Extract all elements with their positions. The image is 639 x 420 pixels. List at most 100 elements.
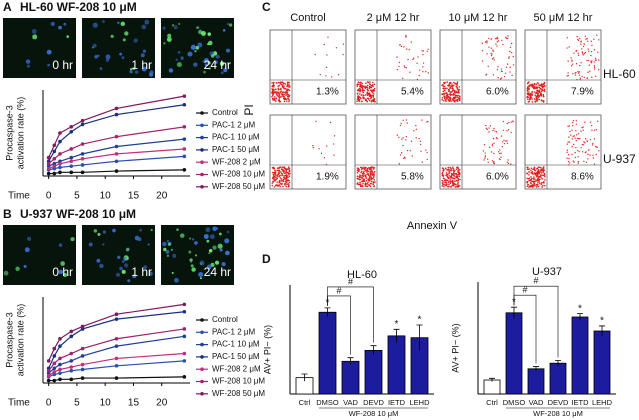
- event: [526, 181, 529, 183]
- event: [361, 180, 363, 183]
- point: [80, 163, 85, 167]
- point: [46, 359, 51, 363]
- event: [512, 55, 514, 58]
- event: [458, 175, 460, 178]
- time-label: 24 hr: [204, 265, 231, 279]
- event: [570, 57, 572, 59]
- event: [526, 172, 529, 175]
- event: [589, 139, 592, 141]
- event: [589, 121, 592, 123]
- event: [510, 42, 513, 45]
- event: [528, 174, 530, 176]
- event: [273, 171, 275, 174]
- event: [427, 48, 429, 51]
- event: [527, 92, 529, 95]
- x-tick-label: 0: [46, 191, 52, 202]
- event: [280, 96, 282, 98]
- event: [271, 95, 273, 98]
- error-bar: [416, 324, 423, 351]
- event: [403, 46, 405, 48]
- quadrant-percent: 8.6%: [571, 172, 594, 183]
- event: [272, 99, 274, 101]
- event: [526, 96, 528, 99]
- event: [488, 46, 490, 48]
- event: [541, 186, 543, 188]
- axis-label: Annexin V: [407, 220, 458, 232]
- event: [587, 40, 589, 43]
- event: [575, 146, 577, 149]
- point: [80, 170, 85, 175]
- point: [69, 155, 74, 160]
- event: [453, 177, 456, 180]
- column-title: 10 μM 12 hr: [449, 12, 508, 24]
- event: [577, 149, 579, 152]
- event: [371, 170, 373, 173]
- event: [571, 124, 574, 127]
- event: [277, 87, 280, 90]
- cell: [194, 241, 198, 245]
- event: [327, 36, 329, 38]
- event: [284, 177, 286, 180]
- event: [530, 93, 533, 96]
- event: [492, 129, 494, 132]
- event: [505, 66, 508, 68]
- event: [441, 182, 444, 184]
- event: [593, 129, 596, 132]
- event: [543, 82, 546, 85]
- event: [576, 137, 579, 140]
- event: [357, 89, 359, 91]
- event: [356, 92, 359, 95]
- event: [404, 66, 406, 68]
- flow-plot: [269, 29, 347, 105]
- cell: [188, 250, 192, 254]
- event: [359, 181, 361, 184]
- event: [371, 90, 373, 93]
- event: [595, 153, 597, 156]
- event: [443, 94, 445, 96]
- cell: [214, 60, 218, 64]
- event: [370, 178, 373, 181]
- cell: [187, 51, 193, 57]
- cell: [166, 37, 172, 42]
- event: [502, 129, 505, 131]
- event: [285, 185, 288, 188]
- point: [69, 351, 74, 356]
- event: [587, 71, 589, 73]
- event: [325, 163, 328, 166]
- time-label: 24 hr: [204, 58, 231, 72]
- event: [448, 175, 451, 177]
- event: [532, 86, 534, 89]
- event: [493, 142, 495, 144]
- event: [271, 184, 274, 187]
- event: [288, 167, 290, 169]
- cell: [209, 234, 215, 240]
- point: [52, 143, 57, 148]
- point: [182, 327, 187, 331]
- event: [507, 37, 509, 40]
- event: [278, 184, 281, 186]
- event: [500, 135, 503, 137]
- event: [289, 86, 291, 88]
- panel-label: A: [3, 0, 12, 14]
- event: [509, 71, 511, 73]
- quadrant-percent: 1.9%: [316, 172, 339, 183]
- event: [278, 181, 281, 184]
- quadrant-percent: 5.4%: [401, 87, 424, 98]
- bar: [527, 368, 545, 395]
- event: [286, 179, 289, 182]
- event: [369, 178, 371, 180]
- event: [361, 82, 364, 85]
- event: [277, 173, 280, 176]
- event: [282, 174, 284, 177]
- cell: [121, 260, 125, 263]
- cell: [102, 243, 105, 246]
- event: [584, 35, 587, 37]
- point: [182, 154, 187, 159]
- event: [507, 162, 510, 165]
- event: [281, 81, 283, 83]
- point: [46, 373, 51, 378]
- event: [364, 185, 367, 187]
- event: [577, 70, 579, 73]
- event: [368, 99, 371, 102]
